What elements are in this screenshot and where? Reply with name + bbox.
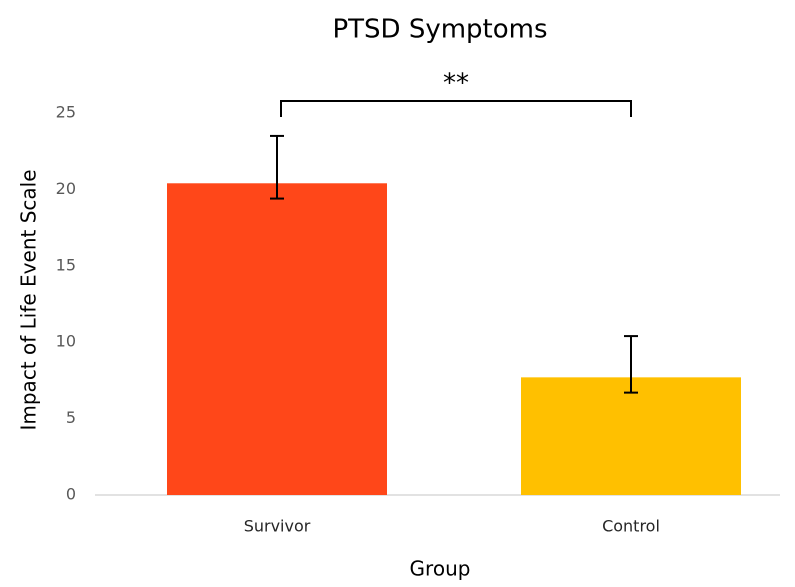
significance-label: ** [443, 69, 469, 99]
chart-title: PTSD Symptoms [332, 15, 547, 45]
x-tick-label: Survivor [244, 517, 311, 536]
y-tick-label: 0 [66, 485, 76, 504]
y-tick-label: 20 [56, 179, 76, 198]
y-tick-label: 25 [56, 103, 76, 122]
y-tick-label: 5 [66, 408, 76, 427]
y-tick-label: 10 [56, 332, 76, 351]
x-axis-label: Group [410, 557, 471, 581]
significance-bracket [280, 100, 632, 117]
y-axis-label: Impact of Life Event Scale [17, 169, 41, 430]
y-tick-label: 15 [56, 255, 76, 274]
bar [521, 377, 741, 495]
x-tick-label: Control [602, 517, 660, 536]
bar [167, 183, 387, 495]
